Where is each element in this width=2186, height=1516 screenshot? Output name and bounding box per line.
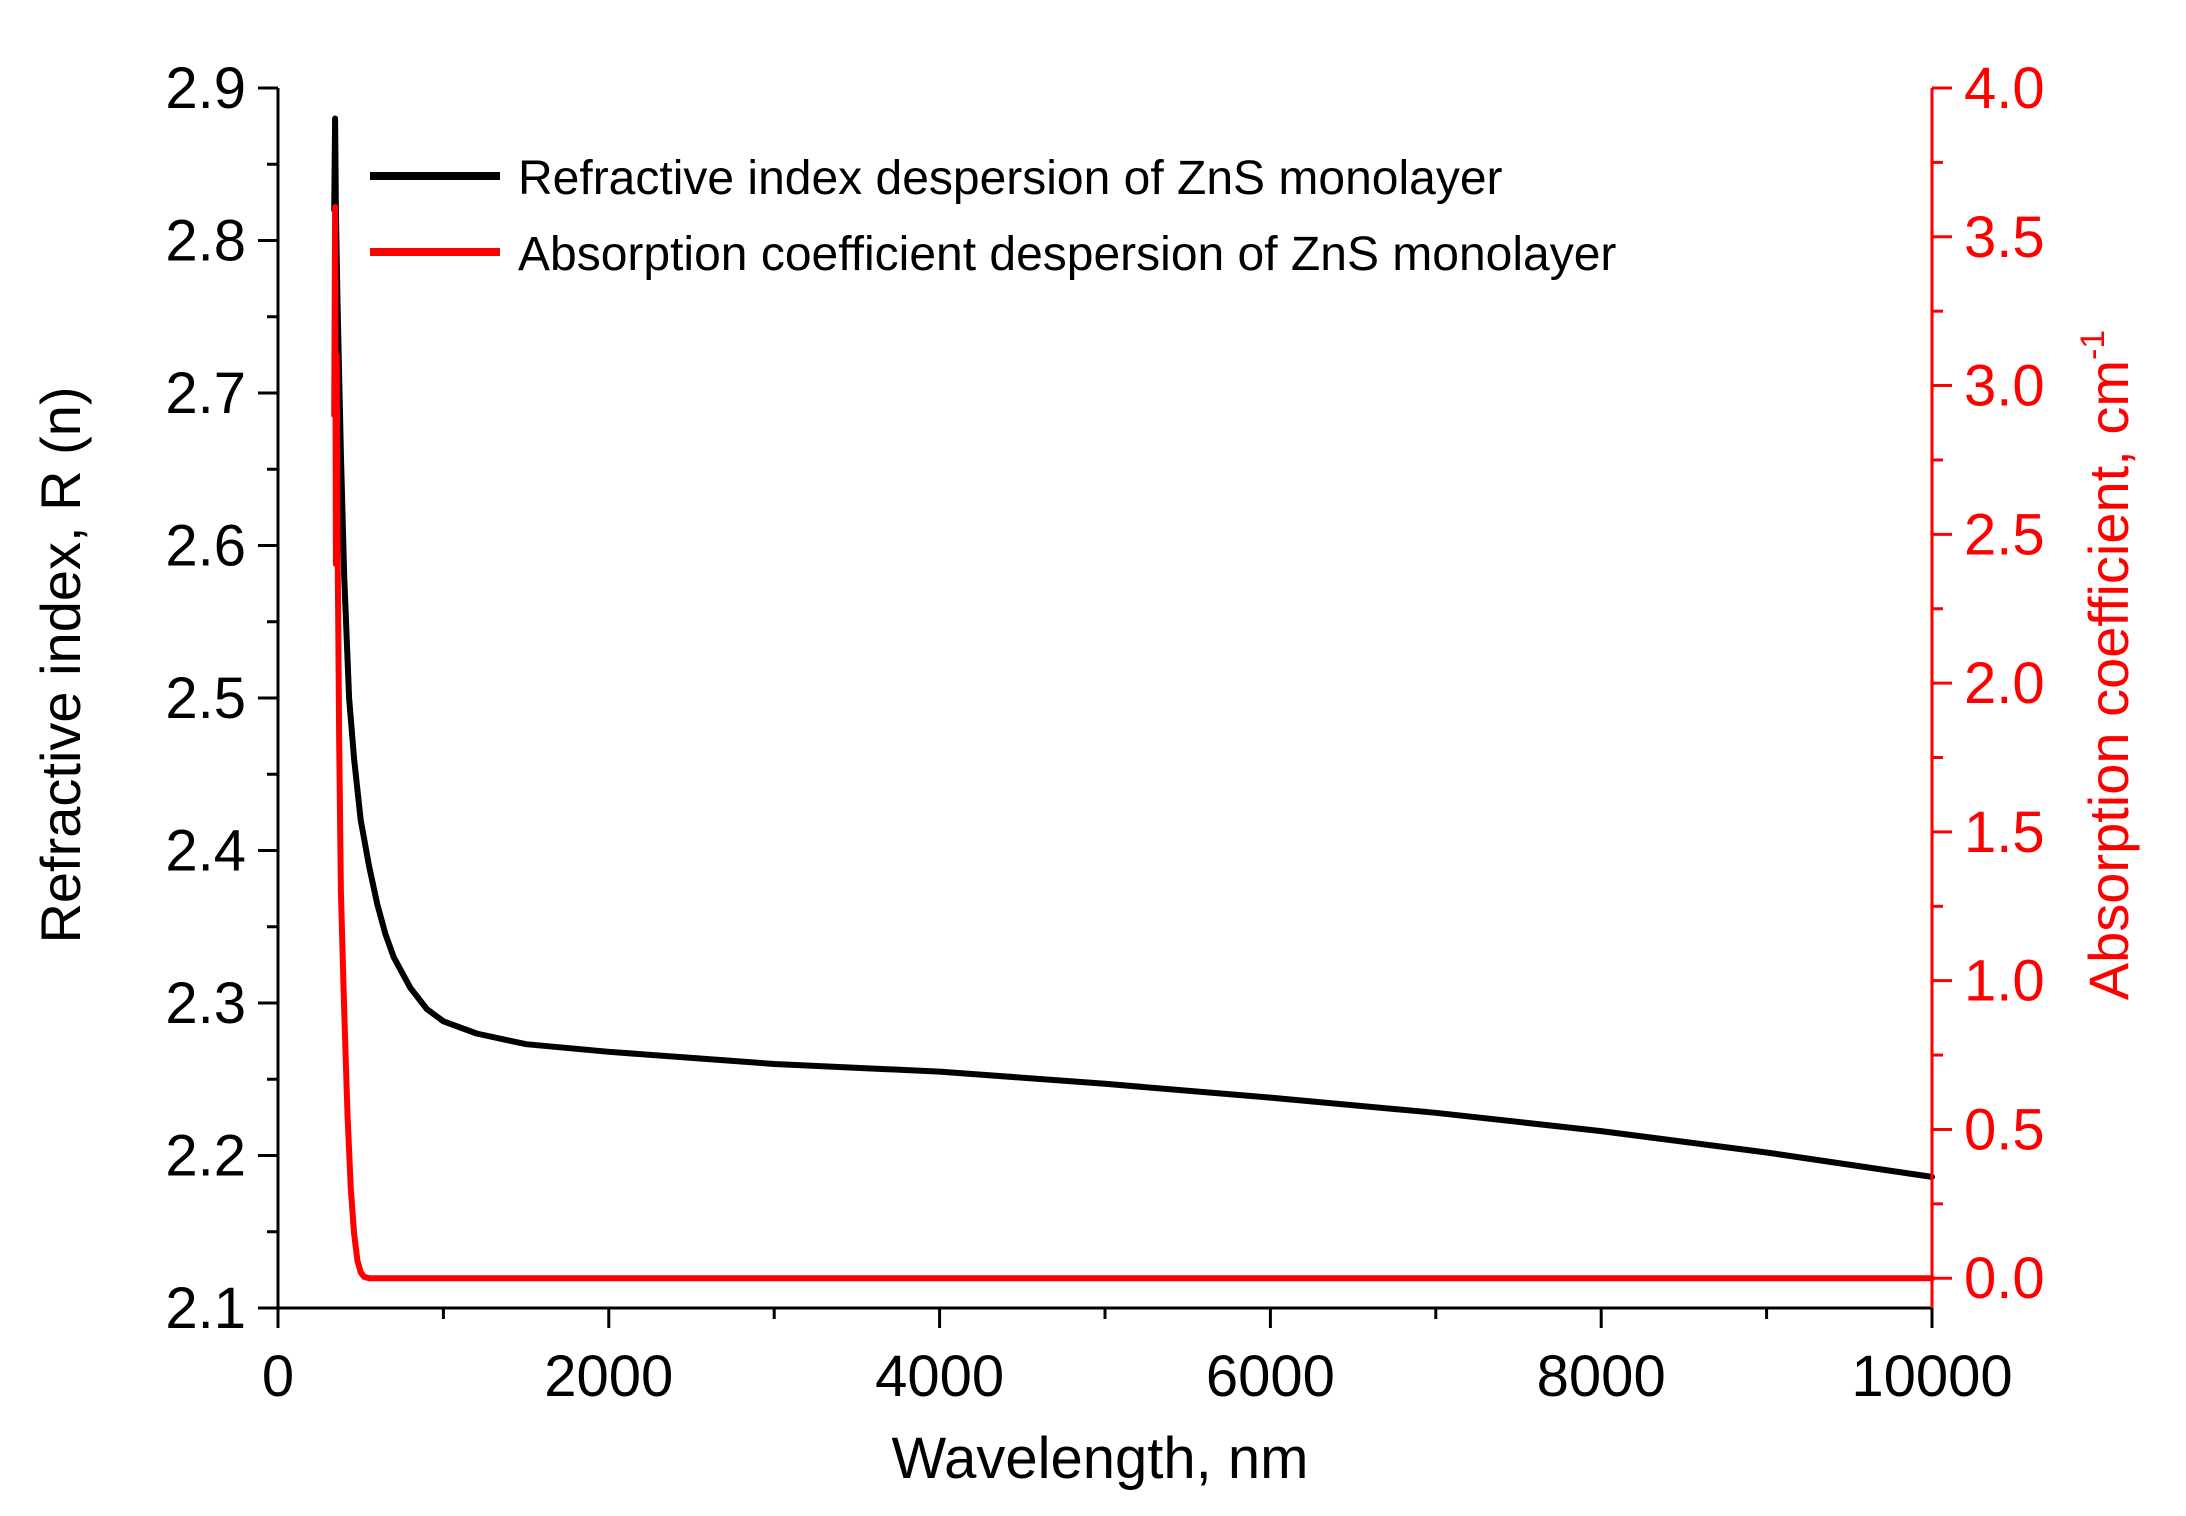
- y-left-tick-label: 2.5: [165, 666, 246, 731]
- y-right-tick-label: 0.5: [1964, 1097, 2045, 1162]
- x-tick-label: 4000: [875, 1344, 1004, 1409]
- y-right-tick-label: 3.5: [1964, 205, 2045, 270]
- x-tick-label: 2000: [544, 1344, 673, 1409]
- y-left-tick-label: 2.9: [165, 56, 246, 121]
- y-left-axis-label: Refractive index, R (n): [29, 386, 92, 943]
- axes: [276, 88, 1934, 1310]
- y-left-tick-label: 2.8: [165, 209, 246, 274]
- y-left-tick-label: 2.4: [165, 819, 246, 884]
- y-right-tick-label: 1.5: [1964, 800, 2045, 865]
- legend-label-refractive: Refractive index despersion of ZnS monol…: [518, 152, 1503, 205]
- y-right-tick-label: 2.5: [1964, 502, 2045, 567]
- x-tick-label: 0: [262, 1344, 294, 1409]
- series-line-refractive: [331, 115, 1935, 1180]
- y-left-tick-label: 2.3: [165, 971, 246, 1036]
- y-right-tick-label: 2.0: [1964, 651, 2045, 716]
- y-right-tick-label: 4.0: [1964, 56, 2045, 121]
- series-layer: [331, 115, 1935, 1282]
- y-right-tick-label: 3.0: [1964, 354, 2045, 419]
- y-left-tick-label: 2.7: [165, 361, 246, 426]
- y-left-tick-label: 2.2: [165, 1124, 246, 1189]
- axis-ticks: [258, 86, 1952, 1328]
- x-tick-label: 8000: [1537, 1344, 1666, 1409]
- y-right-axis-label-base: Absorption coefficient, cm: [2077, 360, 2140, 1000]
- series-line-absorption: [331, 204, 1935, 1282]
- x-tick-label: 10000: [1851, 1344, 2012, 1409]
- legend-label-absorption: Absorption coefficient despersion of ZnS…: [518, 228, 1616, 281]
- y-right-axis-label: Absorption coefficient, cm-1: [2074, 330, 2140, 1000]
- y-right-axis-label-superscript: -1: [2074, 330, 2112, 360]
- y-left-tick-label: 2.1: [165, 1276, 246, 1341]
- tick-labels: 0 2000 4000 6000 8000 10000 2.1 2.2 2.3 2.4 2.5 2.6…: [165, 56, 2044, 1409]
- y-right-tick-label: 1.0: [1964, 949, 2045, 1014]
- y-left-tick-label: 2.6: [165, 514, 246, 579]
- legend: Refractive index despersion of ZnS monol…: [370, 152, 1616, 281]
- x-tick-label: 6000: [1206, 1344, 1335, 1409]
- x-axis-label: Wavelength, nm: [892, 1426, 1309, 1491]
- y-right-tick-label: 0.0: [1964, 1246, 2045, 1311]
